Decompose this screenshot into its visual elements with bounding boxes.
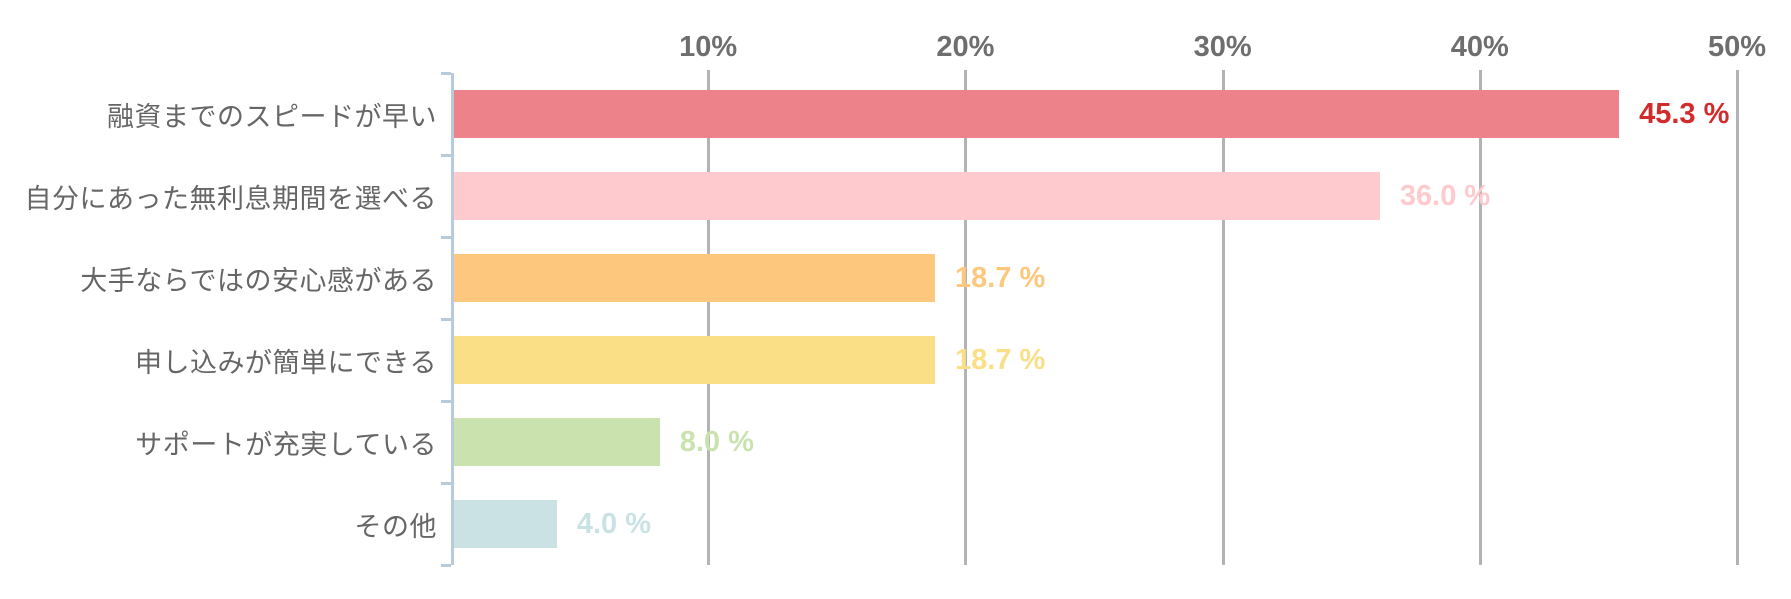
category-label: 自分にあった無利息期間を選べる: [24, 183, 437, 214]
chart-row: 自分にあった無利息期間を選べる 36.0 %: [0, 155, 1791, 237]
gridline: [964, 70, 968, 565]
bar-value-label: 18.7 %: [954, 343, 1046, 376]
bar: [454, 90, 1620, 138]
x-tick-label: 50%: [1707, 31, 1767, 63]
y-axis-tick: [441, 482, 451, 485]
category-label: 大手ならではの安心感がある: [80, 265, 437, 296]
category-label: 融資までのスピードが早い: [107, 101, 437, 132]
category-label: サポートが充実している: [135, 429, 437, 460]
category-label: その他: [354, 511, 437, 542]
y-axis-tick: [441, 236, 451, 239]
y-axis-tick: [441, 564, 451, 567]
bar-value-label: 36.0 %: [1399, 179, 1491, 212]
chart-row: 申し込みが簡単にできる 18.7 %: [0, 319, 1791, 401]
gridline: [707, 70, 711, 565]
gridline: [1478, 70, 1482, 565]
x-tick-label: 40%: [1450, 31, 1509, 63]
y-axis-line: [451, 73, 454, 565]
bar-value-label: 4.0 %: [576, 507, 652, 540]
chart-row: サポートが充実している 8.0 %: [0, 401, 1791, 483]
bar: [454, 500, 557, 548]
gridline: [1736, 70, 1739, 565]
bar-value-label: 45.3 %: [1639, 97, 1730, 130]
x-tick-label: 30%: [1193, 31, 1252, 63]
bar: [454, 418, 660, 466]
bar: [454, 254, 935, 302]
bar-value-label: 18.7 %: [954, 261, 1046, 294]
chart-row: その他 4.0 %: [0, 483, 1791, 565]
y-axis-tick: [441, 154, 451, 157]
category-label: 申し込みが簡単にできる: [135, 347, 437, 378]
chart-row: 大手ならではの安心感がある 18.7 %: [0, 237, 1791, 319]
chart-row: 融資までのスピードが早い 45.3 %: [0, 73, 1791, 155]
y-axis-tick: [441, 318, 451, 321]
x-tick-label: 20%: [936, 31, 995, 63]
bar: [454, 336, 935, 384]
bar: [454, 172, 1380, 220]
gridline: [1221, 70, 1225, 565]
x-tick-label: 10%: [679, 31, 738, 63]
bar-value-label: 8.0 %: [679, 425, 754, 458]
y-axis-tick: [441, 72, 451, 75]
y-axis-tick: [441, 400, 451, 403]
